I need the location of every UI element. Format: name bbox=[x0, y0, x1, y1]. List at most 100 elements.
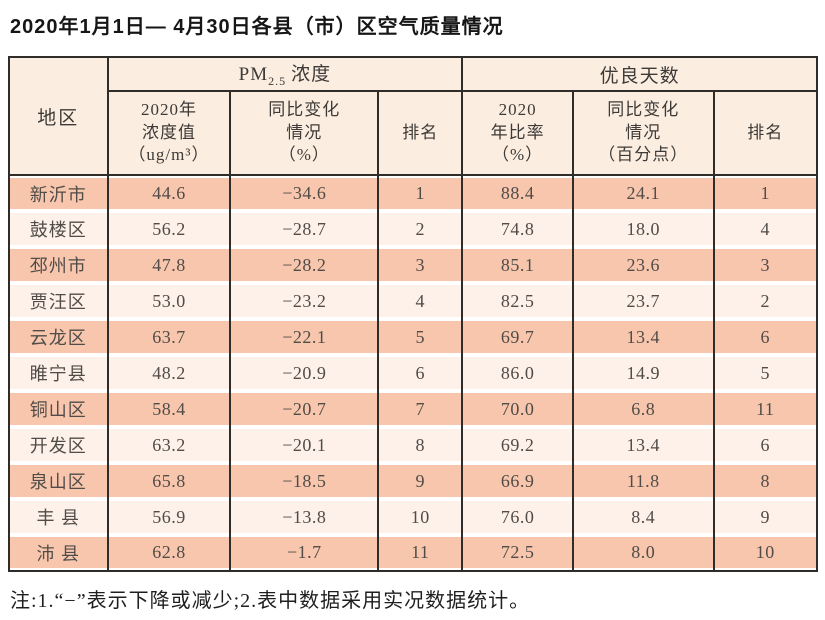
table-row: 丰 县 56.9 −13.8 10 76.0 8.4 9 bbox=[8, 499, 819, 535]
cell-pm-change: −18.5 bbox=[229, 463, 380, 499]
cell-good-ratio: 70.0 bbox=[461, 391, 574, 427]
page-title: 2020年1月1日— 4月30日各县（市）区空气质量情况 bbox=[10, 16, 504, 38]
table-header: 地区 PM2.5 浓度 优良天数 2020年 浓度值 （ug/m³） 同比变化 情… bbox=[8, 56, 819, 176]
cell-pm-change: −13.8 bbox=[229, 499, 380, 535]
pm25-subscript: 2.5 bbox=[268, 73, 287, 88]
cell-region: 丰 县 bbox=[8, 499, 109, 535]
cell-good-ratio: 69.2 bbox=[461, 427, 574, 463]
cell-pm-rank: 5 bbox=[377, 319, 464, 355]
cell-good-ratio: 72.5 bbox=[461, 535, 574, 571]
col-header-pm-change: 同比变化 情况 （%） bbox=[229, 90, 380, 176]
cell-pm-rank: 3 bbox=[377, 247, 464, 283]
col-header-pm-value: 2020年 浓度值 （ug/m³） bbox=[106, 90, 232, 176]
cell-good-rank: 4 bbox=[712, 211, 819, 247]
cell-region: 铜山区 bbox=[8, 391, 109, 427]
cell-good-change: 6.8 bbox=[571, 391, 715, 427]
cell-pm-change: −1.7 bbox=[229, 535, 380, 571]
cell-pm-change: −28.7 bbox=[229, 211, 380, 247]
cell-region: 云龙区 bbox=[8, 319, 109, 355]
table-row: 贾汪区 53.0 −23.2 4 82.5 23.7 2 bbox=[8, 283, 819, 319]
header-sub-row: 2020年 浓度值 （ug/m³） 同比变化 情况 （%） 排名 2020 年比… bbox=[9, 90, 819, 176]
cell-pm-rank: 4 bbox=[377, 283, 464, 319]
cell-pm-value: 63.7 bbox=[106, 319, 232, 355]
cell-good-change: 14.9 bbox=[571, 355, 715, 391]
cell-pm-change: −28.2 bbox=[229, 247, 380, 283]
cell-region: 鼓楼区 bbox=[8, 211, 109, 247]
table-row: 鼓楼区 56.2 −28.7 2 74.8 18.0 4 bbox=[8, 211, 819, 247]
cell-good-ratio: 85.1 bbox=[461, 247, 574, 283]
cell-good-rank: 10 bbox=[712, 535, 819, 571]
cell-good-rank: 1 bbox=[712, 175, 819, 211]
cell-good-change: 8.0 bbox=[571, 535, 715, 571]
cell-pm-value: 63.2 bbox=[106, 427, 232, 463]
table-row: 泉山区 65.8 −18.5 9 66.9 11.8 8 bbox=[8, 463, 819, 499]
cell-good-rank: 6 bbox=[712, 427, 819, 463]
cell-good-rank: 5 bbox=[712, 355, 819, 391]
cell-good-ratio: 88.4 bbox=[461, 175, 574, 211]
cell-good-change: 24.1 bbox=[571, 175, 715, 211]
cell-pm-rank: 9 bbox=[377, 463, 464, 499]
cell-good-ratio: 82.5 bbox=[461, 283, 574, 319]
cell-pm-change: −20.1 bbox=[229, 427, 380, 463]
cell-good-change: 11.8 bbox=[571, 463, 715, 499]
cell-good-rank: 9 bbox=[712, 499, 819, 535]
cell-good-ratio: 66.9 bbox=[461, 463, 574, 499]
col-group-pm25: PM2.5 浓度 bbox=[106, 56, 464, 92]
cell-pm-value: 65.8 bbox=[106, 463, 232, 499]
cell-good-ratio: 69.7 bbox=[461, 319, 574, 355]
cell-good-rank: 3 bbox=[712, 247, 819, 283]
cell-region: 开发区 bbox=[8, 427, 109, 463]
cell-region: 贾汪区 bbox=[8, 283, 109, 319]
cell-good-ratio: 74.8 bbox=[461, 211, 574, 247]
col-header-good-rank: 排名 bbox=[712, 90, 819, 176]
pm25-prefix: PM bbox=[238, 64, 269, 86]
cell-pm-rank: 6 bbox=[377, 355, 464, 391]
cell-good-rank: 2 bbox=[712, 283, 819, 319]
cell-region: 泉山区 bbox=[8, 463, 109, 499]
cell-good-change: 23.6 bbox=[571, 247, 715, 283]
table-row: 沛 县 62.8 −1.7 11 72.5 8.0 10 bbox=[8, 535, 819, 571]
table-row: 邳州市 47.8 −28.2 3 85.1 23.6 3 bbox=[8, 247, 819, 283]
cell-region: 睢宁县 bbox=[8, 355, 109, 391]
cell-pm-value: 62.8 bbox=[106, 535, 232, 571]
cell-pm-change: −20.7 bbox=[229, 391, 380, 427]
cell-pm-value: 44.6 bbox=[106, 175, 232, 211]
cell-good-ratio: 86.0 bbox=[461, 355, 574, 391]
col-header-good-ratio: 2020 年比率 （%） bbox=[461, 90, 574, 176]
cell-good-change: 8.4 bbox=[571, 499, 715, 535]
cell-pm-rank: 1 bbox=[377, 175, 464, 211]
cell-good-change: 23.7 bbox=[571, 283, 715, 319]
cell-pm-value: 48.2 bbox=[106, 355, 232, 391]
cell-good-change: 13.4 bbox=[571, 319, 715, 355]
col-header-pm-rank: 排名 bbox=[377, 90, 464, 176]
cell-good-rank: 6 bbox=[712, 319, 819, 355]
cell-good-ratio: 76.0 bbox=[461, 499, 574, 535]
col-header-good-change: 同比变化 情况 （百分点） bbox=[571, 90, 715, 176]
table-row: 铜山区 58.4 −20.7 7 70.0 6.8 11 bbox=[8, 391, 819, 427]
cell-good-change: 13.4 bbox=[571, 427, 715, 463]
table-body: 新沂市 44.6 −34.6 1 88.4 24.1 1 鼓楼区 56.2 −28.7 2 74.8 1… bbox=[8, 175, 819, 571]
table-row: 云龙区 63.7 −22.1 5 69.7 13.4 6 bbox=[8, 319, 819, 355]
cell-pm-value: 56.9 bbox=[106, 499, 232, 535]
air-quality-table: 地区 PM2.5 浓度 优良天数 2020年 浓度值 （ug/m³） 同比变化 情… bbox=[8, 56, 819, 572]
cell-good-rank: 8 bbox=[712, 463, 819, 499]
cell-pm-value: 47.8 bbox=[106, 247, 232, 283]
cell-pm-value: 56.2 bbox=[106, 211, 232, 247]
cell-pm-rank: 7 bbox=[377, 391, 464, 427]
table-row: 睢宁县 48.2 −20.9 6 86.0 14.9 5 bbox=[8, 355, 819, 391]
cell-pm-rank: 11 bbox=[377, 535, 464, 571]
cell-pm-value: 58.4 bbox=[106, 391, 232, 427]
table-row: 开发区 63.2 −20.1 8 69.2 13.4 6 bbox=[8, 427, 819, 463]
cell-pm-change: −23.2 bbox=[229, 283, 380, 319]
col-group-good-days: 优良天数 bbox=[461, 56, 818, 92]
cell-pm-value: 53.0 bbox=[106, 283, 232, 319]
cell-region: 沛 县 bbox=[8, 535, 109, 571]
cell-pm-change: −22.1 bbox=[229, 319, 380, 355]
footnote: 注:1.“−”表示下降或减少;2.表中数据采用实况数据统计。 bbox=[10, 590, 531, 612]
cell-pm-change: −20.9 bbox=[229, 355, 380, 391]
cell-pm-change: −34.6 bbox=[229, 175, 380, 211]
cell-region: 邳州市 bbox=[8, 247, 109, 283]
pm25-suffix: 浓度 bbox=[291, 64, 332, 86]
cell-pm-rank: 2 bbox=[377, 211, 464, 247]
